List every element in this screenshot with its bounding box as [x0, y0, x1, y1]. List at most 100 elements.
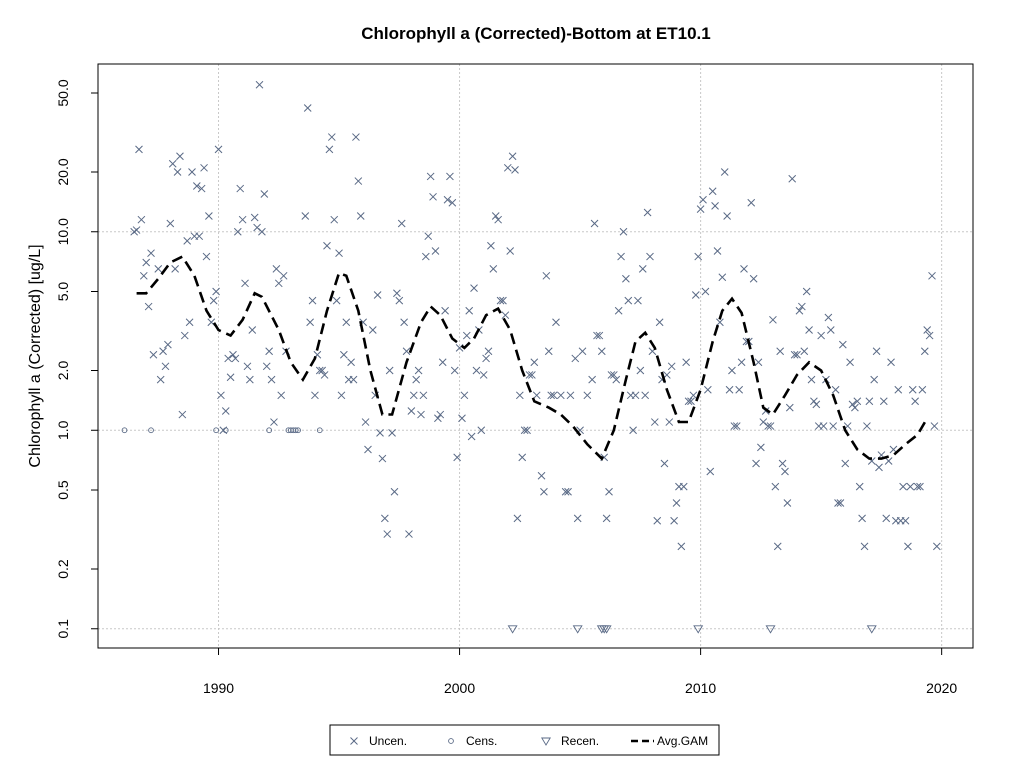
data-point-uncensored	[848, 400, 857, 409]
data-point-uncensored	[906, 482, 915, 491]
data-point-uncensored	[472, 366, 481, 375]
data-point-uncensored	[622, 274, 630, 283]
data-point-uncensored	[812, 400, 821, 409]
data-point-uncensored	[853, 397, 862, 406]
data-point-uncensored	[267, 375, 276, 384]
data-point-uncensored	[209, 296, 218, 305]
data-point-uncensored	[691, 291, 700, 299]
data-point-uncensored	[250, 213, 259, 222]
data-point-uncensored	[711, 202, 719, 210]
data-point-uncensored	[795, 306, 804, 315]
data-point-uncensored	[364, 445, 372, 454]
data-point-uncensored	[301, 212, 310, 220]
data-point-uncensored	[164, 340, 172, 349]
data-point-uncensored	[446, 172, 454, 181]
data-point-uncensored	[706, 467, 715, 476]
data-point-uncensored	[484, 347, 493, 356]
data-point-uncensored	[388, 429, 396, 437]
data-point-uncensored	[643, 208, 652, 217]
legend-symbol-uncensored	[350, 737, 358, 745]
data-point-uncensored	[479, 371, 488, 379]
data-point-uncensored	[752, 459, 760, 468]
data-point-uncensored	[390, 487, 399, 496]
chart-title: Chlorophyll a (Corrected)-Bottom at ET10…	[361, 24, 710, 43]
data-point-uncensored	[349, 375, 358, 384]
data-point-uncensored	[373, 291, 382, 299]
data-point-uncensored	[262, 362, 271, 371]
data-point-uncensored	[807, 375, 816, 384]
data-point-uncensored	[260, 190, 269, 198]
data-point-uncensored	[547, 391, 556, 400]
data-point-uncensored	[708, 187, 717, 196]
data-point-uncensored	[672, 499, 681, 507]
data-point-uncensored	[670, 516, 678, 525]
data-point-uncensored	[667, 362, 676, 371]
grid-lines	[98, 64, 973, 648]
data-point-uncensored	[819, 422, 828, 430]
data-point-uncensored	[542, 271, 551, 280]
data-point-uncensored	[308, 296, 317, 305]
data-point-uncensored	[783, 499, 792, 507]
data-point-uncensored	[489, 265, 498, 273]
data-point-uncensored	[614, 306, 623, 315]
data-point-uncensored	[279, 271, 288, 280]
x-tick-label: 2010	[685, 680, 716, 696]
data-point-uncensored	[277, 391, 286, 400]
data-point-uncensored	[144, 302, 153, 311]
data-point-uncensored	[320, 371, 329, 379]
data-point-uncensored	[503, 163, 512, 172]
data-point-uncensored	[566, 391, 575, 400]
data-point-uncensored	[860, 542, 869, 551]
data-point-uncensored	[826, 326, 835, 334]
data-point-uncensored	[332, 296, 341, 305]
data-point-uncensored	[930, 422, 939, 430]
data-point-uncensored	[525, 371, 534, 379]
data-point-uncensored	[135, 145, 143, 154]
data-point-uncensored	[441, 306, 449, 315]
data-point-uncensored	[665, 418, 674, 426]
data-point-uncensored	[231, 354, 240, 363]
data-point-uncensored	[851, 403, 859, 412]
data-point-uncensored	[732, 422, 741, 430]
data-point-uncensored	[434, 414, 442, 423]
data-point-uncensored	[636, 366, 645, 375]
data-point-uncensored	[159, 347, 167, 356]
data-point-uncensored	[694, 252, 703, 261]
data-point-uncensored	[337, 391, 346, 400]
data-point-uncensored	[679, 482, 688, 491]
data-point-uncensored	[908, 385, 917, 394]
data-point-uncensored	[631, 391, 640, 400]
data-point-uncensored	[716, 318, 724, 327]
legend-box	[329, 724, 720, 756]
data-point-uncensored	[785, 403, 794, 412]
data-point-uncensored	[798, 302, 806, 311]
data-point-uncensored	[718, 273, 727, 282]
data-point-uncensored	[520, 426, 529, 435]
data-point-uncensored	[458, 414, 466, 423]
data-point-uncensored	[713, 247, 722, 255]
data-point-uncensored	[817, 331, 825, 340]
data-point-uncensored	[147, 249, 155, 258]
data-point-uncensored	[884, 457, 893, 465]
y-tick-label: 2.0	[55, 361, 71, 381]
data-point-uncensored	[356, 212, 365, 220]
data-point-censored	[316, 427, 323, 434]
data-point-uncensored	[518, 453, 527, 462]
data-point-uncensored	[605, 487, 613, 496]
data-point-uncensored	[482, 354, 490, 363]
data-point-uncensored	[380, 514, 389, 523]
data-point-uncensored	[325, 145, 334, 154]
data-point-uncensored	[757, 443, 765, 452]
data-point-uncensored	[417, 410, 425, 419]
y-tick-label: 0.2	[55, 559, 71, 579]
data-point-uncensored	[414, 366, 423, 375]
data-point-uncensored	[653, 516, 662, 525]
data-point-uncensored	[932, 542, 941, 551]
data-point-recensored	[507, 625, 518, 634]
data-point-uncensored	[800, 347, 809, 356]
data-point-uncensored	[183, 236, 192, 245]
data-point-uncensored	[274, 279, 283, 288]
data-point-uncensored	[602, 514, 611, 523]
x-tick-label: 1990	[203, 680, 234, 696]
data-point-uncensored	[429, 192, 437, 201]
